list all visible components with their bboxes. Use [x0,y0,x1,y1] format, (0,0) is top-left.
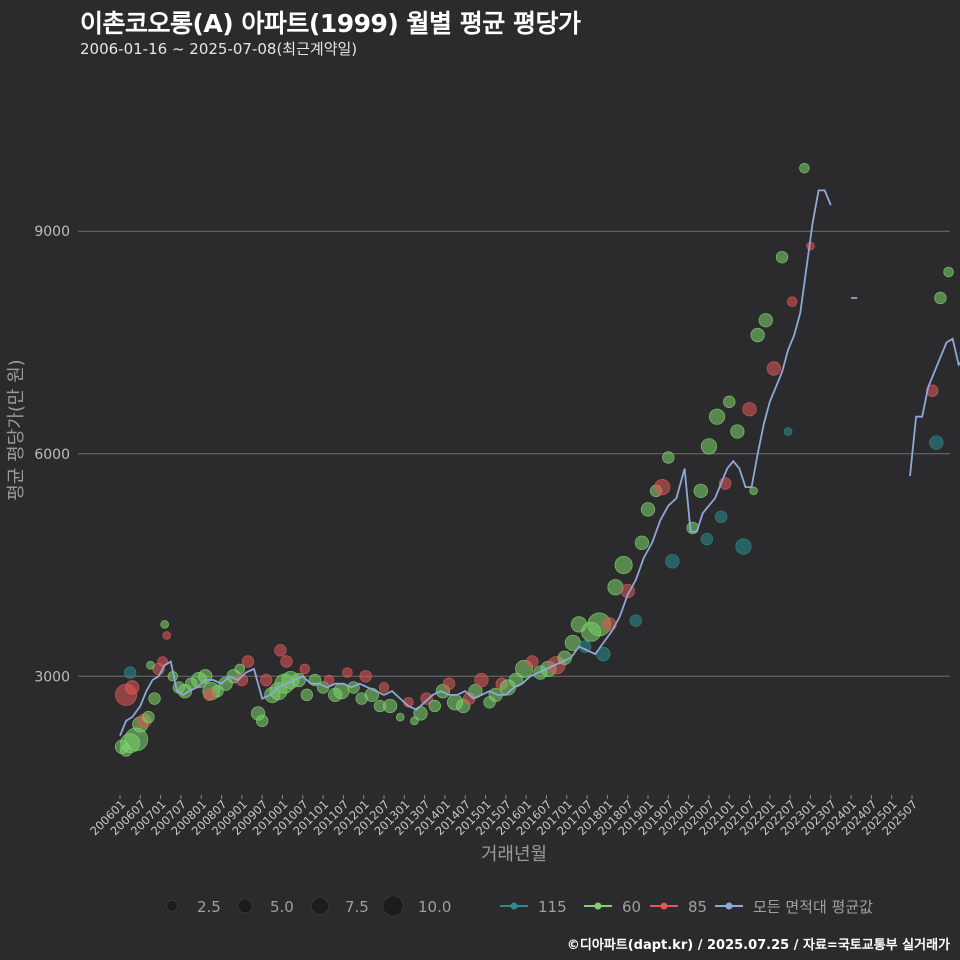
data-point-85 [323,674,335,686]
data-point-60 [750,327,765,343]
data-point-60 [700,438,718,455]
data-point-85 [442,677,456,690]
data-point-60 [382,698,398,714]
data-point-60 [758,313,773,328]
series-legend-dot [594,902,602,910]
chart-title: 이촌코오롱(A) 아파트(1999) 월별 평균 평당가 [80,9,581,38]
data-point-60 [395,712,405,722]
data-point-85 [602,617,617,632]
size-legend-label: 2.5 [197,898,221,916]
data-point-60 [943,266,954,278]
data-point-85 [474,672,489,688]
data-point-60 [146,660,155,670]
data-point-85 [162,631,172,640]
data-point-85 [526,655,539,668]
y-tick-label: 6000 [34,447,70,463]
data-point-85 [125,680,140,695]
data-point-60 [634,535,650,550]
data-point-115 [783,427,793,436]
data-point-115 [700,532,714,546]
data-point-85 [157,656,168,667]
data-point-60 [799,162,810,174]
data-point-60 [693,483,708,498]
series-legend-label: 60 [622,898,641,916]
data-point-60 [640,502,656,517]
y-axis-title: 평균 평당가(만 원) [6,359,27,500]
data-point-60 [160,620,169,629]
data-point-115 [596,646,611,662]
data-point-85 [299,663,311,675]
data-point-85 [241,655,255,668]
chart-subtitle: 2006-01-16 ~ 2025-07-08(최근계약일) [80,40,358,58]
data-point-60 [730,424,745,439]
data-point-85 [742,402,757,417]
data-point-60 [708,408,726,425]
data-point-115 [123,666,137,679]
size-legend-key [166,900,178,912]
data-point-60 [749,486,758,496]
data-point-85 [654,479,671,496]
data-point-85 [260,673,273,687]
series-legend-dot [725,902,733,910]
data-point-115 [714,510,728,524]
data-point-60 [934,291,947,305]
data-point-85 [342,667,353,678]
data-point-115 [629,614,643,627]
data-point-85 [359,670,372,683]
data-point-85 [420,692,433,705]
size-legend-label: 5.0 [270,898,294,916]
size-legend-key [382,895,404,917]
y-tick-label: 3000 [34,669,70,685]
data-point-85 [203,688,216,702]
avg-line-segment [119,189,832,737]
data-point-115 [735,538,752,555]
series-legend-label: 모든 면적대 평균값 [753,898,873,916]
size-legend-label: 10.0 [418,898,451,916]
data-point-115 [665,554,680,569]
data-point-60 [234,663,246,675]
data-point-85 [274,644,287,657]
data-point-60 [428,699,441,713]
data-point-60 [723,395,736,409]
data-point-60 [148,692,161,705]
data-point-85 [926,384,939,397]
footer-credit: ©디아파트(dapt.kr) / 2025.07.25 / 자료=국토교통부 실… [566,938,950,953]
series-legend-label: 115 [538,898,567,916]
data-point-60 [614,555,633,575]
data-point-60 [142,710,155,724]
data-point-85 [766,361,782,376]
series-legend-dot [510,902,518,910]
data-point-85 [378,682,390,693]
data-point-60 [775,250,789,264]
series-legend-dot [660,902,668,910]
data-point-60 [255,714,269,728]
data-point-85 [786,296,798,307]
series-legend-label: 85 [688,898,707,916]
data-point-60 [300,688,314,702]
avg-line-segment [909,337,960,477]
size-legend-key [311,897,329,915]
data-point-60 [662,451,675,464]
data-point-85 [280,655,293,668]
size-legend-key [237,898,253,914]
size-legend-label: 7.5 [345,898,369,916]
x-axis-title: 거래년월 [481,844,547,865]
data-point-115 [929,435,944,450]
y-tick-label: 9000 [34,224,70,240]
